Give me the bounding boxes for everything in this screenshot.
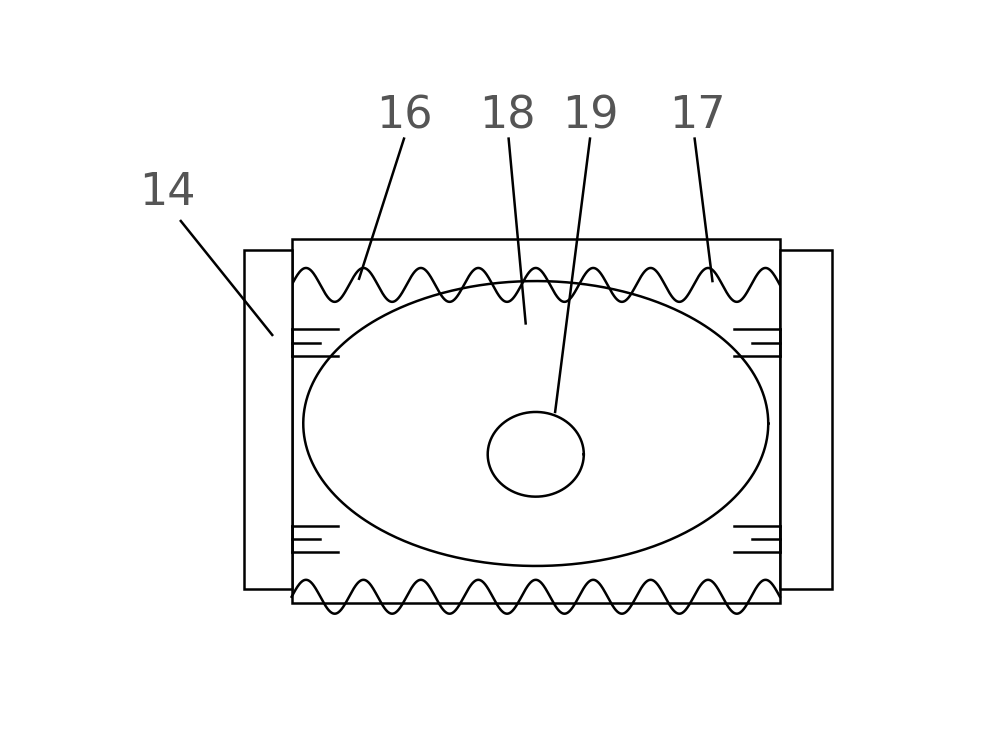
Text: 16: 16 xyxy=(376,94,432,137)
Bar xyxy=(780,250,832,589)
Text: 17: 17 xyxy=(669,94,725,137)
Text: 19: 19 xyxy=(562,94,618,137)
Bar xyxy=(292,238,780,603)
Bar xyxy=(244,250,292,589)
Text: 14: 14 xyxy=(139,171,196,214)
Text: 18: 18 xyxy=(479,94,535,137)
